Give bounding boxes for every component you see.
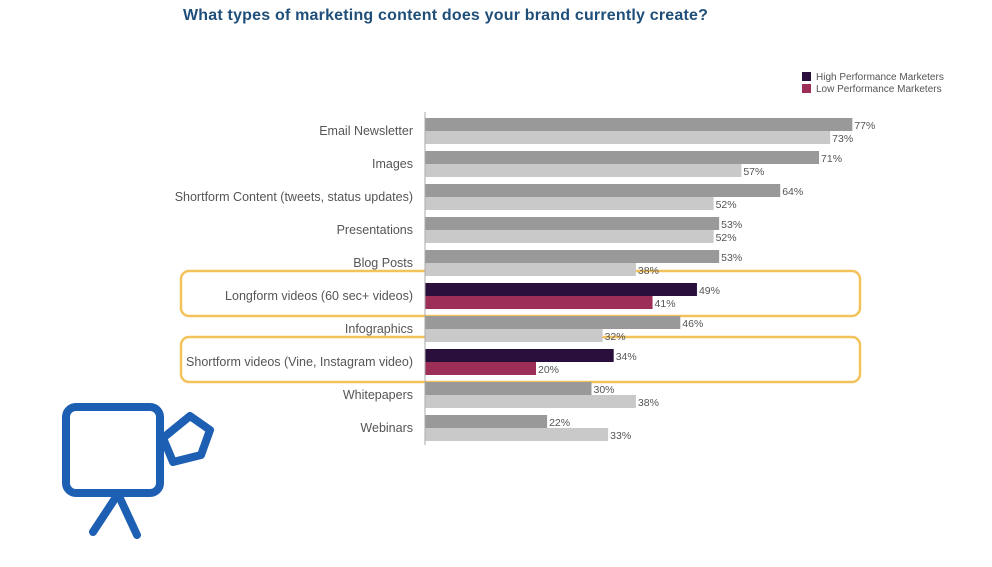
bar-high-performance [425,415,548,428]
category-label: Shortform Content (tweets, status update… [175,190,413,204]
bars-layer [425,118,853,441]
bar-high-performance [425,151,820,164]
category-label: Images [372,157,413,171]
bar-high-performance [425,250,720,263]
value-label: 57% [743,166,764,178]
category-label: Whitepapers [343,388,413,402]
bar-low-performance [425,395,636,408]
category-label: Email Newsletter [319,124,413,138]
value-label: 41% [655,298,676,310]
bar-high-performance [425,283,697,296]
value-label: 20% [538,364,559,376]
category-label: Infographics [345,322,413,336]
legend-label-high: High Performance Marketers [816,72,944,83]
value-label: 33% [610,430,631,442]
value-label: 30% [594,384,615,396]
bar-low-performance [425,362,536,375]
bar-low-performance [425,428,609,441]
chart-title: What types of marketing content does you… [183,7,709,24]
value-label: 49% [699,285,720,297]
bar-high-performance [425,184,781,197]
bar-low-performance [425,230,714,243]
category-label: Blog Posts [353,256,413,270]
category-label: Longform videos (60 sec+ videos) [225,289,413,303]
value-label: 38% [638,265,659,277]
bar-high-performance [425,349,614,362]
bar-low-performance [425,263,636,276]
value-label: 77% [854,120,875,132]
value-label: 53% [721,219,742,231]
value-label: 73% [832,133,853,145]
value-label: 53% [721,252,742,264]
category-label: Webinars [360,421,413,435]
value-label: 71% [821,153,842,165]
video-camera-icon [62,403,214,539]
value-label: 64% [782,186,803,198]
labels-layer: Email Newsletter 77%73% Images 71% 57% Shortf… [175,120,876,442]
bar-high-performance [425,382,592,395]
bar-high-performance [425,316,681,329]
bar-low-performance [425,197,714,210]
bar-high-performance [425,217,720,230]
value-label: 52% [716,232,737,244]
bar-low-performance [425,296,653,309]
bar-low-performance [425,164,742,177]
bar-low-performance [425,131,831,144]
category-label: Presentations [337,223,413,237]
value-label: 52% [716,199,737,211]
bar-low-performance [425,329,603,342]
value-label: 34% [616,351,637,363]
value-label: 22% [549,417,570,429]
value-label: 38% [638,397,659,409]
legend-swatch-low [802,84,811,93]
legend-label-low: Low Performance Marketers [816,84,942,95]
value-label: 46% [682,318,703,330]
legend-swatch-high [802,72,811,81]
value-label: 32% [605,331,626,343]
category-label: Shortform videos (Vine, Instagram video) [186,355,413,369]
bar-high-performance [425,118,853,131]
